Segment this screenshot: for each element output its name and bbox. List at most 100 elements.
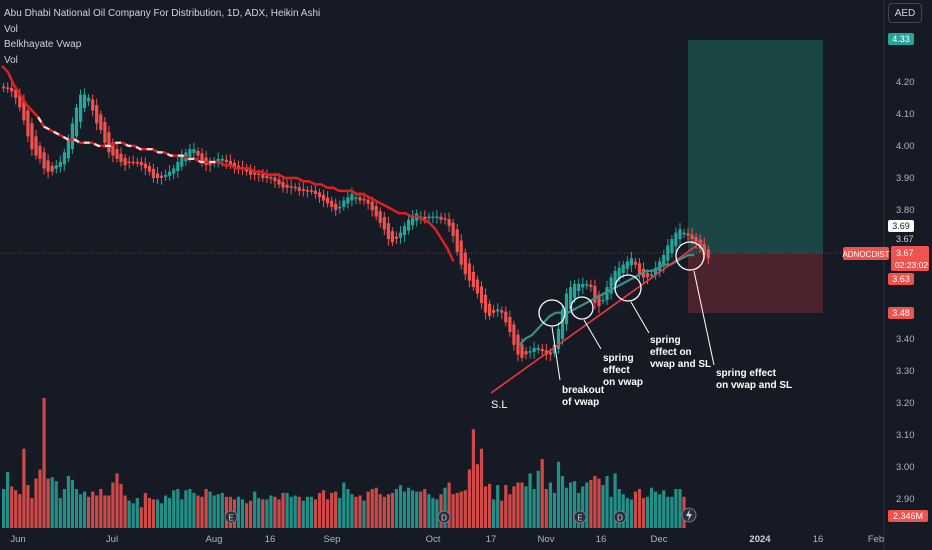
volume-bar bbox=[585, 482, 589, 528]
event-marker-icon[interactable]: D bbox=[437, 510, 451, 524]
candle-body bbox=[135, 161, 139, 164]
candle-body bbox=[585, 283, 589, 286]
volume-bar bbox=[617, 489, 621, 528]
volume-bar bbox=[516, 482, 520, 528]
indicator-volume[interactable]: Vol bbox=[4, 23, 18, 35]
event-marker-icon[interactable]: D bbox=[613, 510, 627, 524]
candle-body bbox=[463, 252, 467, 275]
candle-body bbox=[87, 97, 91, 102]
volume-bar bbox=[249, 500, 253, 528]
x-tick-label: Jun bbox=[10, 534, 25, 545]
event-marker-icon[interactable]: E bbox=[573, 510, 587, 524]
stop-zone bbox=[688, 253, 823, 313]
volume-bar bbox=[188, 489, 192, 528]
volume-bar bbox=[273, 496, 277, 528]
volume-bar bbox=[281, 492, 285, 528]
volume-bar bbox=[192, 492, 196, 528]
candle-body bbox=[483, 294, 488, 313]
candle-body bbox=[289, 186, 293, 188]
candle-body bbox=[613, 271, 617, 286]
volume-bar bbox=[46, 478, 50, 528]
candle-body bbox=[431, 216, 435, 218]
candle-body bbox=[625, 261, 629, 269]
candle-body bbox=[540, 349, 544, 352]
volume-bar bbox=[350, 494, 354, 528]
candle-body bbox=[147, 166, 151, 172]
candle-body bbox=[670, 239, 674, 254]
volume-bar bbox=[593, 476, 597, 528]
candle-body bbox=[617, 267, 621, 279]
event-marker-icon[interactable]: E bbox=[224, 510, 238, 524]
svg-text:D: D bbox=[441, 514, 447, 523]
volume-bar bbox=[346, 489, 350, 528]
dividend-lightning-icon[interactable] bbox=[681, 507, 697, 523]
x-tick-label: Aug bbox=[206, 534, 223, 545]
volume-bar bbox=[164, 495, 168, 528]
volume-bar bbox=[670, 496, 674, 528]
candle-body bbox=[573, 283, 577, 298]
candle-body bbox=[103, 122, 107, 143]
candle-body bbox=[386, 223, 390, 239]
candle-body bbox=[698, 239, 702, 249]
candle-body bbox=[394, 236, 398, 239]
y-tick-label: 3.30 bbox=[896, 366, 915, 377]
volume-bar bbox=[378, 494, 382, 528]
candle-body bbox=[123, 157, 127, 166]
symbol-tag: ADNOCDIST bbox=[842, 250, 889, 259]
volume-bar bbox=[581, 486, 585, 528]
candle-body bbox=[159, 175, 164, 178]
currency-button[interactable]: AED bbox=[888, 3, 922, 23]
y-tick-label: 3.00 bbox=[896, 462, 915, 473]
volume-bar bbox=[504, 485, 508, 528]
volume-bar bbox=[10, 486, 14, 528]
volume-bar bbox=[62, 489, 66, 528]
callout-line-spring-1 bbox=[583, 319, 602, 350]
volume-bar bbox=[390, 492, 394, 528]
candle-body bbox=[95, 105, 99, 124]
highlight-circle-spring-2 bbox=[614, 274, 642, 302]
candle-body bbox=[107, 132, 111, 153]
candle-body bbox=[508, 317, 512, 332]
svg-text:E: E bbox=[577, 514, 582, 523]
volume-bar bbox=[87, 496, 91, 528]
candle-body bbox=[654, 267, 658, 275]
volume-bar bbox=[475, 464, 479, 528]
volume-bar bbox=[662, 490, 666, 528]
candle-body bbox=[411, 216, 415, 226]
indicator-volume-2[interactable]: Vol bbox=[4, 54, 18, 66]
volume-bar bbox=[151, 499, 155, 528]
x-tick-label: Nov bbox=[538, 534, 555, 545]
volume-bar bbox=[91, 491, 95, 528]
x-tick-label: 16 bbox=[596, 534, 607, 545]
volume-bar bbox=[382, 496, 386, 528]
volume-bar bbox=[58, 498, 62, 528]
candle-body bbox=[326, 197, 330, 204]
indicator-vwap[interactable]: Belkhayate Vwap bbox=[4, 39, 82, 50]
volume-bar bbox=[654, 491, 658, 528]
vwap-line-after-breakout bbox=[518, 253, 695, 346]
badge-volume-bg bbox=[888, 510, 928, 522]
candle-body bbox=[168, 171, 172, 176]
volume-bar bbox=[200, 496, 204, 528]
candle-body bbox=[54, 165, 58, 169]
candle-body bbox=[273, 177, 277, 182]
candle-body bbox=[702, 244, 706, 255]
volume-bar bbox=[645, 496, 650, 528]
candle-body bbox=[317, 192, 322, 198]
candle-body bbox=[224, 159, 228, 162]
candle-body bbox=[451, 222, 455, 236]
candle-body bbox=[488, 303, 492, 316]
volume-bar bbox=[79, 494, 83, 528]
volume-bar bbox=[556, 461, 561, 528]
candle-body bbox=[402, 226, 407, 236]
symbol-title[interactable]: Abu Dhabi National Oil Company For Distr… bbox=[4, 8, 321, 19]
volume-bar bbox=[297, 496, 301, 528]
volume-bar bbox=[358, 495, 362, 528]
candle-body bbox=[22, 100, 26, 121]
volume-bar bbox=[111, 482, 115, 528]
candle-body bbox=[99, 114, 103, 130]
candle-body bbox=[143, 163, 147, 169]
volume-bar bbox=[560, 476, 565, 528]
x-tick-label: 16 bbox=[813, 534, 824, 545]
